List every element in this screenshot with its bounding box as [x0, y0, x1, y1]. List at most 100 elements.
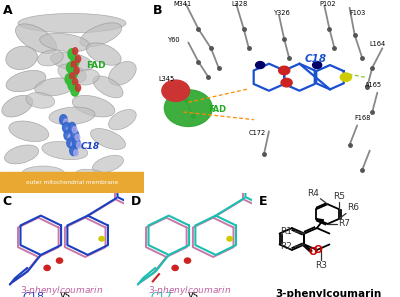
- Text: D: D: [130, 195, 141, 208]
- Text: R1: R1: [280, 227, 292, 236]
- Text: vs.: vs.: [60, 290, 73, 297]
- Circle shape: [77, 142, 81, 148]
- Text: A: A: [3, 4, 12, 17]
- Circle shape: [172, 265, 178, 271]
- Ellipse shape: [58, 64, 86, 83]
- Circle shape: [56, 258, 63, 263]
- Text: L328: L328: [231, 1, 248, 7]
- Text: $\it{3}$-$\it{phenylcoumarin}$: $\it{3}$-$\it{phenylcoumarin}$: [20, 284, 104, 297]
- Circle shape: [68, 134, 72, 140]
- Circle shape: [76, 84, 81, 91]
- Circle shape: [44, 265, 50, 271]
- Circle shape: [227, 236, 232, 241]
- Circle shape: [256, 61, 265, 69]
- Text: Y326: Y326: [274, 10, 291, 16]
- Circle shape: [74, 67, 79, 74]
- Text: R3: R3: [315, 261, 327, 271]
- Ellipse shape: [26, 92, 55, 108]
- Circle shape: [340, 73, 352, 81]
- Circle shape: [64, 119, 68, 125]
- Circle shape: [71, 142, 76, 148]
- Text: Y60: Y60: [168, 37, 181, 43]
- Circle shape: [70, 68, 78, 79]
- Ellipse shape: [18, 14, 126, 33]
- Ellipse shape: [80, 23, 122, 47]
- Circle shape: [71, 56, 79, 67]
- Circle shape: [72, 79, 78, 86]
- Text: P102: P102: [319, 1, 336, 7]
- Ellipse shape: [6, 70, 46, 92]
- Text: O: O: [309, 247, 318, 257]
- Circle shape: [67, 138, 74, 148]
- Text: O: O: [313, 245, 322, 255]
- Circle shape: [70, 73, 75, 80]
- Text: $\it{C17}$: $\it{C17}$: [150, 290, 173, 297]
- Ellipse shape: [75, 169, 112, 186]
- Circle shape: [68, 122, 76, 132]
- Text: R7: R7: [338, 219, 350, 228]
- Circle shape: [281, 78, 292, 87]
- Ellipse shape: [38, 50, 63, 66]
- Circle shape: [71, 61, 76, 68]
- Text: FAD: FAD: [86, 61, 106, 69]
- Ellipse shape: [35, 78, 75, 96]
- Text: E: E: [259, 195, 267, 208]
- Text: C18: C18: [81, 142, 100, 151]
- Text: C172: C172: [249, 130, 266, 136]
- Ellipse shape: [4, 145, 39, 164]
- Text: F103: F103: [350, 10, 366, 16]
- Circle shape: [99, 236, 104, 241]
- Text: FAD: FAD: [208, 105, 227, 114]
- Circle shape: [72, 127, 77, 133]
- Ellipse shape: [86, 43, 121, 65]
- Ellipse shape: [16, 24, 56, 53]
- Text: outer mitochondrial membrane: outer mitochondrial membrane: [26, 180, 118, 185]
- Ellipse shape: [49, 107, 95, 125]
- Circle shape: [76, 56, 81, 62]
- Circle shape: [66, 62, 74, 73]
- Circle shape: [312, 61, 322, 69]
- Circle shape: [60, 115, 67, 125]
- Text: R2: R2: [280, 242, 292, 251]
- Text: $\it{3}$-$\it{phenylcoumarin}$: $\it{3}$-$\it{phenylcoumarin}$: [148, 284, 232, 297]
- Ellipse shape: [6, 46, 37, 69]
- Text: R4: R4: [307, 189, 319, 198]
- Ellipse shape: [90, 129, 126, 149]
- Circle shape: [62, 122, 70, 132]
- Circle shape: [72, 48, 78, 55]
- Ellipse shape: [2, 95, 33, 117]
- Circle shape: [75, 134, 80, 140]
- Text: L345: L345: [158, 76, 174, 82]
- Ellipse shape: [40, 33, 90, 52]
- Text: B: B: [153, 4, 162, 17]
- Circle shape: [64, 130, 72, 140]
- Circle shape: [184, 258, 191, 263]
- Ellipse shape: [50, 52, 94, 71]
- Circle shape: [65, 74, 73, 85]
- Text: 3-phenylcoumarin: 3-phenylcoumarin: [275, 289, 381, 297]
- Text: R6: R6: [348, 203, 360, 212]
- Ellipse shape: [108, 61, 136, 85]
- Ellipse shape: [72, 95, 115, 117]
- Text: A165: A165: [365, 82, 382, 88]
- Text: C18: C18: [304, 54, 326, 64]
- Circle shape: [164, 90, 212, 127]
- Ellipse shape: [42, 141, 88, 160]
- Circle shape: [162, 80, 190, 101]
- Ellipse shape: [92, 155, 124, 173]
- Text: L164: L164: [370, 41, 386, 47]
- Text: R5: R5: [333, 192, 345, 201]
- Ellipse shape: [108, 110, 136, 130]
- Circle shape: [68, 49, 76, 59]
- Text: vs.: vs.: [188, 290, 201, 297]
- Bar: [0, 172, 144, 193]
- Ellipse shape: [74, 69, 99, 85]
- Circle shape: [72, 138, 80, 148]
- Text: M341: M341: [173, 1, 191, 7]
- Circle shape: [279, 66, 290, 75]
- Ellipse shape: [93, 76, 123, 98]
- Circle shape: [68, 80, 76, 90]
- Text: C: C: [2, 195, 12, 208]
- Circle shape: [71, 85, 79, 96]
- Circle shape: [74, 150, 78, 156]
